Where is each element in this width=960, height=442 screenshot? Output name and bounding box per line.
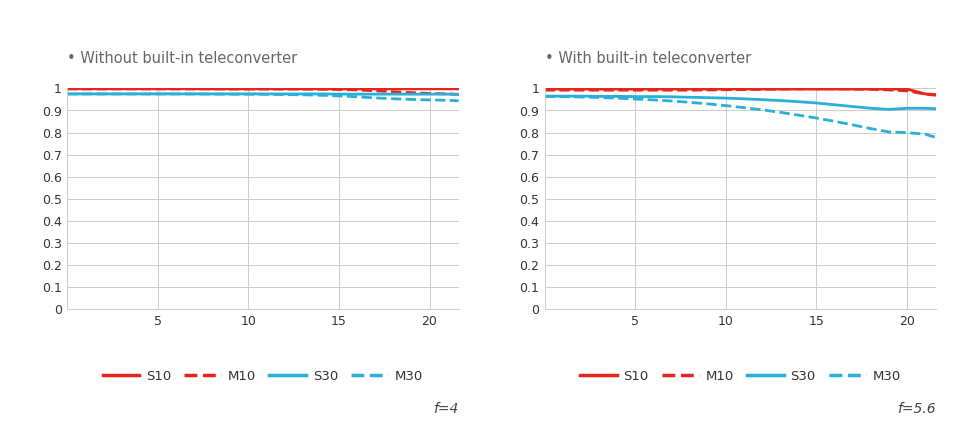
Text: • With built-in teleconverter: • With built-in teleconverter — [544, 51, 751, 66]
Legend: S10, M10, S30, M30: S10, M10, S30, M30 — [575, 365, 906, 388]
Text: f=5.6: f=5.6 — [898, 402, 936, 416]
Text: f=4: f=4 — [433, 402, 459, 416]
Text: • Without built-in teleconverter: • Without built-in teleconverter — [67, 51, 298, 66]
Legend: S10, M10, S30, M30: S10, M10, S30, M30 — [97, 365, 428, 388]
